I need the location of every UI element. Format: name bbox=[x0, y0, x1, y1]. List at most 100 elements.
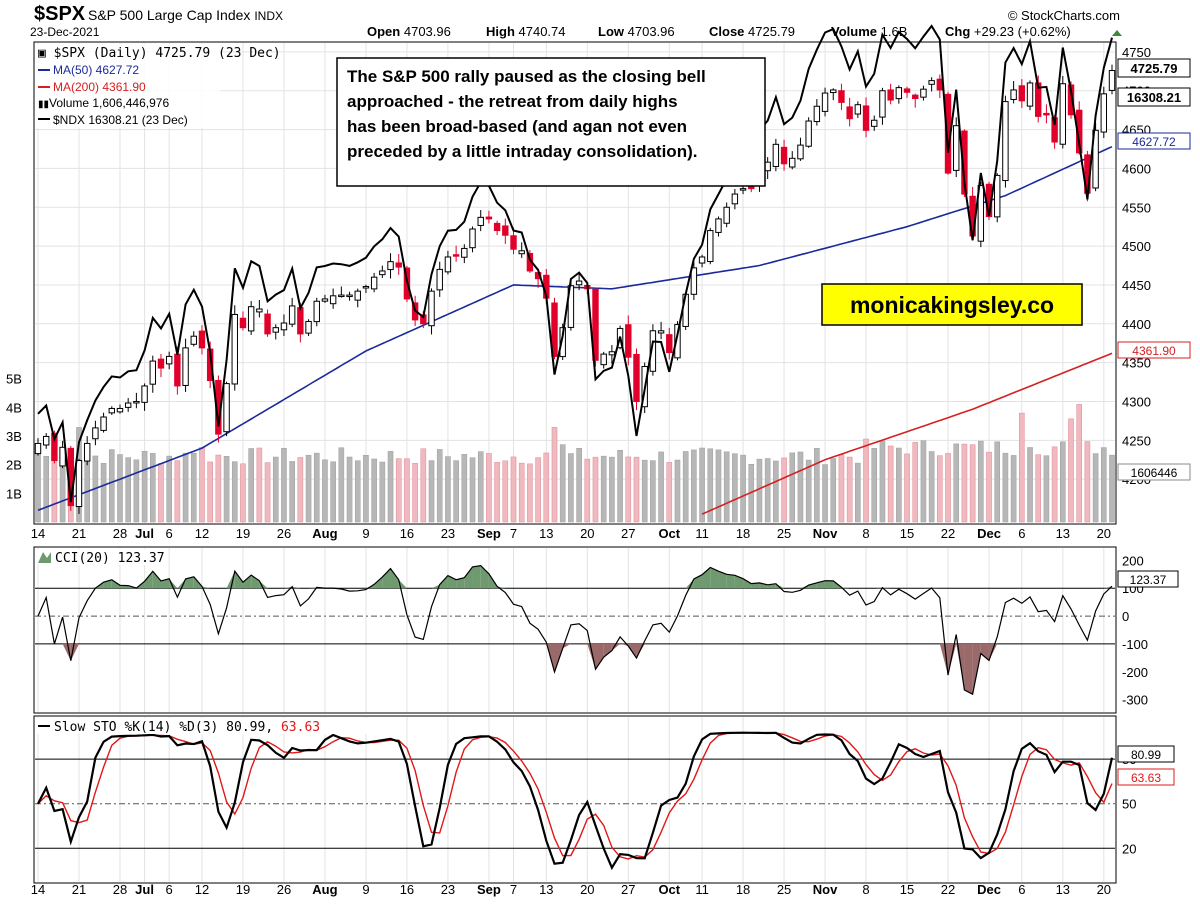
candle-up bbox=[723, 206, 730, 224]
volume-bar bbox=[289, 461, 295, 523]
svg-text:Close 4725.79: Close 4725.79 bbox=[709, 24, 795, 39]
x-tick-label: 6 bbox=[166, 526, 173, 541]
x-tick-label: 13 bbox=[1056, 526, 1070, 541]
volume-bar bbox=[322, 459, 328, 523]
x-tick-label: Sep bbox=[477, 882, 501, 897]
candle-up bbox=[895, 87, 903, 100]
x-tick-label: 8 bbox=[862, 882, 869, 897]
x-tick-label: 20 bbox=[1097, 526, 1111, 541]
candle-up bbox=[707, 230, 714, 263]
candle-down bbox=[625, 324, 632, 358]
x-tick-label: 9 bbox=[362, 882, 369, 897]
volume-bar bbox=[896, 447, 902, 523]
x-tick-label: 27 bbox=[621, 882, 635, 897]
volume-bar bbox=[543, 452, 550, 523]
candle-up bbox=[1059, 83, 1067, 145]
x-tick-label: 15 bbox=[900, 882, 914, 897]
cci-overbought-area bbox=[759, 582, 768, 589]
candle-down bbox=[936, 78, 944, 91]
x-tick-label: 16 bbox=[400, 882, 414, 897]
copyright: © StockCharts.com bbox=[1008, 8, 1120, 23]
volume-tick-label: 4B bbox=[6, 400, 22, 415]
volume-bar bbox=[494, 462, 500, 523]
sto-legend: Slow STO %K(14) %D(3) 80.99, 63.63 bbox=[36, 718, 376, 735]
price-tick-label: 4400 bbox=[1122, 317, 1151, 332]
cci-tick-label: 200 bbox=[1122, 553, 1144, 568]
volume-bar bbox=[797, 451, 804, 523]
volume-bar bbox=[379, 461, 386, 523]
svg-text:Volume 1.6B: Volume 1.6B bbox=[831, 24, 907, 39]
candle-up bbox=[75, 460, 83, 507]
x-tick-label: 13 bbox=[1056, 882, 1070, 897]
candle-up bbox=[223, 383, 230, 433]
volume-bar bbox=[281, 447, 287, 523]
sto-legend-text: Slow STO %K(14) %D(3) 80.99, 63.63 bbox=[54, 720, 320, 735]
volume-bar bbox=[264, 462, 271, 523]
volume-tick-label: 1B bbox=[6, 486, 22, 501]
volume-bar bbox=[773, 460, 779, 523]
candle-up bbox=[871, 119, 878, 127]
value-tags: 4725.79 16308.21 4627.72 4361.90 1606446 bbox=[1117, 58, 1191, 481]
candle-up bbox=[830, 89, 837, 94]
x-tick-label: 25 bbox=[777, 526, 791, 541]
volume-bar bbox=[904, 453, 910, 523]
volume-bar bbox=[986, 451, 992, 523]
candle-up bbox=[461, 247, 468, 258]
cci-tag: 123.37 bbox=[1130, 573, 1167, 587]
x-tick-label: 13 bbox=[539, 882, 553, 897]
volume-bar bbox=[420, 448, 427, 523]
price-tick-label: 4300 bbox=[1122, 394, 1151, 409]
candle-up bbox=[354, 290, 361, 301]
x-tick-label: 20 bbox=[1097, 882, 1111, 897]
x-tick-label: 28 bbox=[113, 526, 127, 541]
annotation-line-1: The S&P 500 rally paused as the closing … bbox=[347, 67, 706, 86]
volume-bar bbox=[609, 456, 615, 523]
x-tick-label: Oct bbox=[658, 526, 680, 541]
candle-up bbox=[821, 92, 829, 112]
volume-bar bbox=[387, 451, 394, 523]
svg-text:High 4740.74: High 4740.74 bbox=[486, 24, 566, 39]
cci-tick-label: 0 bbox=[1122, 609, 1129, 624]
x-tick-label: 11 bbox=[695, 882, 709, 897]
volume-bar bbox=[35, 447, 41, 523]
candle-down bbox=[903, 88, 911, 93]
candle-up bbox=[379, 270, 386, 276]
cci-overbought-area bbox=[234, 571, 243, 589]
cci-oversold-area bbox=[980, 643, 990, 661]
axis-labels: 4200425043004350440044504500455046004650… bbox=[6, 45, 1151, 897]
candle-up bbox=[674, 324, 681, 359]
cci-overbought-area bbox=[685, 579, 694, 589]
candle-down bbox=[846, 106, 853, 120]
candle-up bbox=[100, 416, 107, 431]
volume-bar bbox=[149, 453, 156, 523]
x-tick-label: 22 bbox=[941, 882, 955, 897]
volume-bar bbox=[297, 457, 304, 523]
cci-overbought-area bbox=[242, 575, 252, 589]
close-tag: 4725.79 bbox=[1131, 61, 1178, 76]
x-tick-label: Nov bbox=[813, 882, 838, 897]
volume-bar bbox=[699, 447, 705, 523]
candle-up bbox=[190, 335, 197, 345]
legend-volume: ▮▮Volume 1,606,446,976 bbox=[38, 96, 169, 110]
volume-bar bbox=[445, 456, 451, 523]
x-tick-label: 11 bbox=[695, 526, 709, 541]
candle-up bbox=[772, 143, 780, 167]
candle-up bbox=[698, 256, 706, 264]
candle-up bbox=[272, 327, 279, 333]
cci-overbought-area bbox=[152, 571, 161, 589]
candle-up bbox=[994, 174, 1001, 218]
volume-icon: ▮▮ bbox=[38, 99, 49, 110]
exchange-text: INDX bbox=[254, 9, 283, 23]
cci-overbought-area bbox=[111, 579, 120, 589]
candle-up bbox=[42, 435, 50, 446]
cci-overbought-area bbox=[874, 587, 883, 589]
x-tick-label: 7 bbox=[510, 882, 517, 897]
volume-bar bbox=[723, 451, 730, 523]
x-tick-label: 18 bbox=[736, 882, 750, 897]
price-tick-label: 4250 bbox=[1122, 433, 1151, 448]
cci-overbought-area bbox=[456, 577, 465, 589]
sto-k-line bbox=[37, 731, 1114, 871]
volume-bar bbox=[338, 447, 345, 523]
volume-bar bbox=[1092, 453, 1099, 523]
x-tick-label: Nov bbox=[813, 526, 838, 541]
